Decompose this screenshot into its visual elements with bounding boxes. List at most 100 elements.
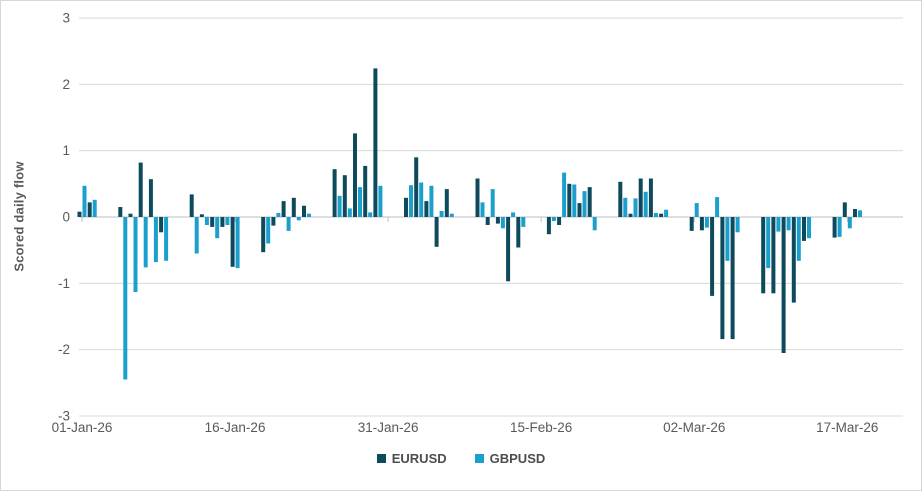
bar-eurusd (485, 217, 490, 225)
bar-gbpusd (204, 217, 209, 225)
bar-gbpusd (286, 217, 291, 231)
bar-gbpusd (194, 217, 199, 254)
bar-eurusd (291, 197, 296, 217)
bar-gbpusd (409, 185, 413, 217)
bar-gbpusd (490, 189, 495, 217)
bar-eurusd (138, 162, 143, 217)
bar-gbpusd (419, 182, 424, 217)
bar-gbpusd (449, 213, 454, 217)
bar-eurusd (342, 175, 347, 217)
bar-eurusd (689, 217, 694, 231)
y-axis-title: Scored daily flow (11, 161, 27, 272)
bar-eurusd (363, 165, 368, 217)
bar-gbpusd (164, 217, 169, 261)
bar-eurusd (710, 217, 715, 296)
bar-gbpusd (123, 217, 128, 380)
bar-eurusd (424, 201, 429, 217)
bar-gbpusd (786, 217, 791, 231)
x-tick-label: 16-Jan-26 (205, 420, 266, 435)
bar-gbpusd (551, 217, 556, 221)
bar-eurusd (648, 178, 653, 217)
bar-eurusd (373, 68, 378, 218)
bar-gbpusd (725, 217, 730, 261)
bar-eurusd (506, 217, 511, 282)
bar-gbpusd (153, 217, 158, 263)
bar-eurusd (587, 187, 592, 217)
bar-eurusd (475, 178, 480, 217)
bar-gbpusd (776, 217, 781, 232)
bar-eurusd (128, 213, 133, 217)
bar-gbpusd (368, 212, 373, 217)
bar-gbpusd (511, 212, 516, 217)
x-tick-label: 01-Jan-26 (52, 420, 113, 435)
gbpusd-swatch-icon (474, 454, 484, 463)
legend-item-gbpusd: GBPUSD (474, 451, 546, 466)
y-tick-label: 0 (62, 210, 70, 225)
bar-eurusd (781, 217, 786, 353)
bar-eurusd (771, 217, 776, 294)
bar-eurusd (189, 194, 194, 217)
legend-label-eurusd: EURUSD (391, 451, 447, 466)
legend-label-gbpusd: GBPUSD (489, 451, 546, 466)
legend-item-eurusd: EURUSD (376, 451, 447, 466)
bar-gbpusd (215, 217, 220, 239)
bar-eurusd (210, 217, 215, 227)
bar-gbpusd (633, 198, 638, 217)
bar-gbpusd (143, 217, 148, 268)
chart-legend: EURUSD GBPUSD (1, 451, 921, 466)
bar-eurusd (761, 217, 766, 294)
bar-gbpusd (582, 191, 587, 217)
bar-eurusd (628, 213, 633, 217)
bar-gbpusd (704, 217, 709, 228)
bar-eurusd (557, 217, 562, 225)
bar-gbpusd (562, 172, 567, 217)
y-tick-label: 3 (62, 11, 70, 26)
bar-gbpusd (858, 210, 862, 217)
bar-eurusd (546, 217, 551, 235)
bar-gbpusd (572, 184, 577, 217)
bar-eurusd (434, 217, 439, 247)
bar-gbpusd (715, 197, 720, 217)
bar-eurusd (87, 202, 92, 217)
bar-eurusd (832, 217, 837, 238)
bar-gbpusd (337, 195, 342, 217)
bar-eurusd (567, 183, 572, 217)
y-tick-label: -2 (58, 342, 70, 357)
bar-eurusd (802, 217, 806, 241)
eurusd-swatch-icon (376, 454, 386, 463)
bar-eurusd (730, 217, 735, 340)
bar-eurusd (353, 133, 357, 217)
bar-eurusd (842, 202, 847, 217)
bar-gbpusd (378, 185, 383, 217)
bar-eurusd (118, 207, 123, 217)
bar-eurusd (791, 217, 796, 303)
bar-gbpusd (225, 217, 230, 225)
bar-gbpusd (133, 217, 138, 292)
bar-gbpusd (592, 217, 597, 231)
bar-eurusd (495, 217, 500, 224)
bar-gbpusd (623, 197, 628, 217)
x-tick-label: 15-Feb-26 (510, 420, 572, 435)
bar-gbpusd (266, 217, 271, 244)
bar-gbpusd (235, 217, 240, 269)
x-tick-label: 31-Jan-26 (358, 420, 419, 435)
bar-gbpusd (847, 217, 852, 229)
bar-eurusd (444, 189, 449, 217)
bar-eurusd (302, 205, 306, 217)
x-tick-label: 17-Mar-26 (816, 420, 878, 435)
bar-gbpusd (429, 185, 434, 217)
bar-gbpusd (766, 217, 771, 269)
bar-eurusd (516, 217, 521, 248)
bar-gbpusd (276, 213, 281, 217)
bar-eurusd (281, 201, 286, 217)
bar-gbpusd (82, 185, 87, 217)
bar-gbpusd (296, 217, 301, 221)
bar-gbpusd (664, 209, 669, 217)
bar-gbpusd (500, 217, 505, 229)
bar-eurusd (332, 169, 337, 217)
bar-gbpusd (735, 217, 740, 233)
x-tick-label: 02-Mar-26 (663, 420, 725, 435)
y-tick-label: -3 (58, 409, 70, 424)
